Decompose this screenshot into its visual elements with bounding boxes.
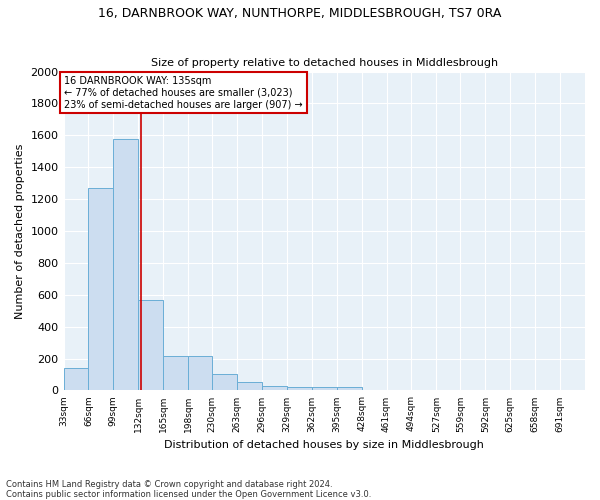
Bar <box>237 382 262 390</box>
Bar <box>163 356 188 390</box>
Bar <box>287 387 312 390</box>
Text: Contains HM Land Registry data © Crown copyright and database right 2024.
Contai: Contains HM Land Registry data © Crown c… <box>6 480 371 499</box>
Bar <box>337 387 362 390</box>
Y-axis label: Number of detached properties: Number of detached properties <box>15 144 25 318</box>
X-axis label: Distribution of detached houses by size in Middlesbrough: Distribution of detached houses by size … <box>164 440 484 450</box>
Bar <box>138 300 163 390</box>
Bar <box>312 387 337 390</box>
Text: 16 DARNBROOK WAY: 135sqm
← 77% of detached houses are smaller (3,023)
23% of sem: 16 DARNBROOK WAY: 135sqm ← 77% of detach… <box>64 76 303 110</box>
Bar <box>113 138 138 390</box>
Bar <box>262 386 287 390</box>
Bar <box>88 188 113 390</box>
Bar <box>212 374 237 390</box>
Text: 16, DARNBROOK WAY, NUNTHORPE, MIDDLESBROUGH, TS7 0RA: 16, DARNBROOK WAY, NUNTHORPE, MIDDLESBRO… <box>98 8 502 20</box>
Bar <box>188 356 212 390</box>
Bar <box>64 368 88 390</box>
Title: Size of property relative to detached houses in Middlesbrough: Size of property relative to detached ho… <box>151 58 498 68</box>
